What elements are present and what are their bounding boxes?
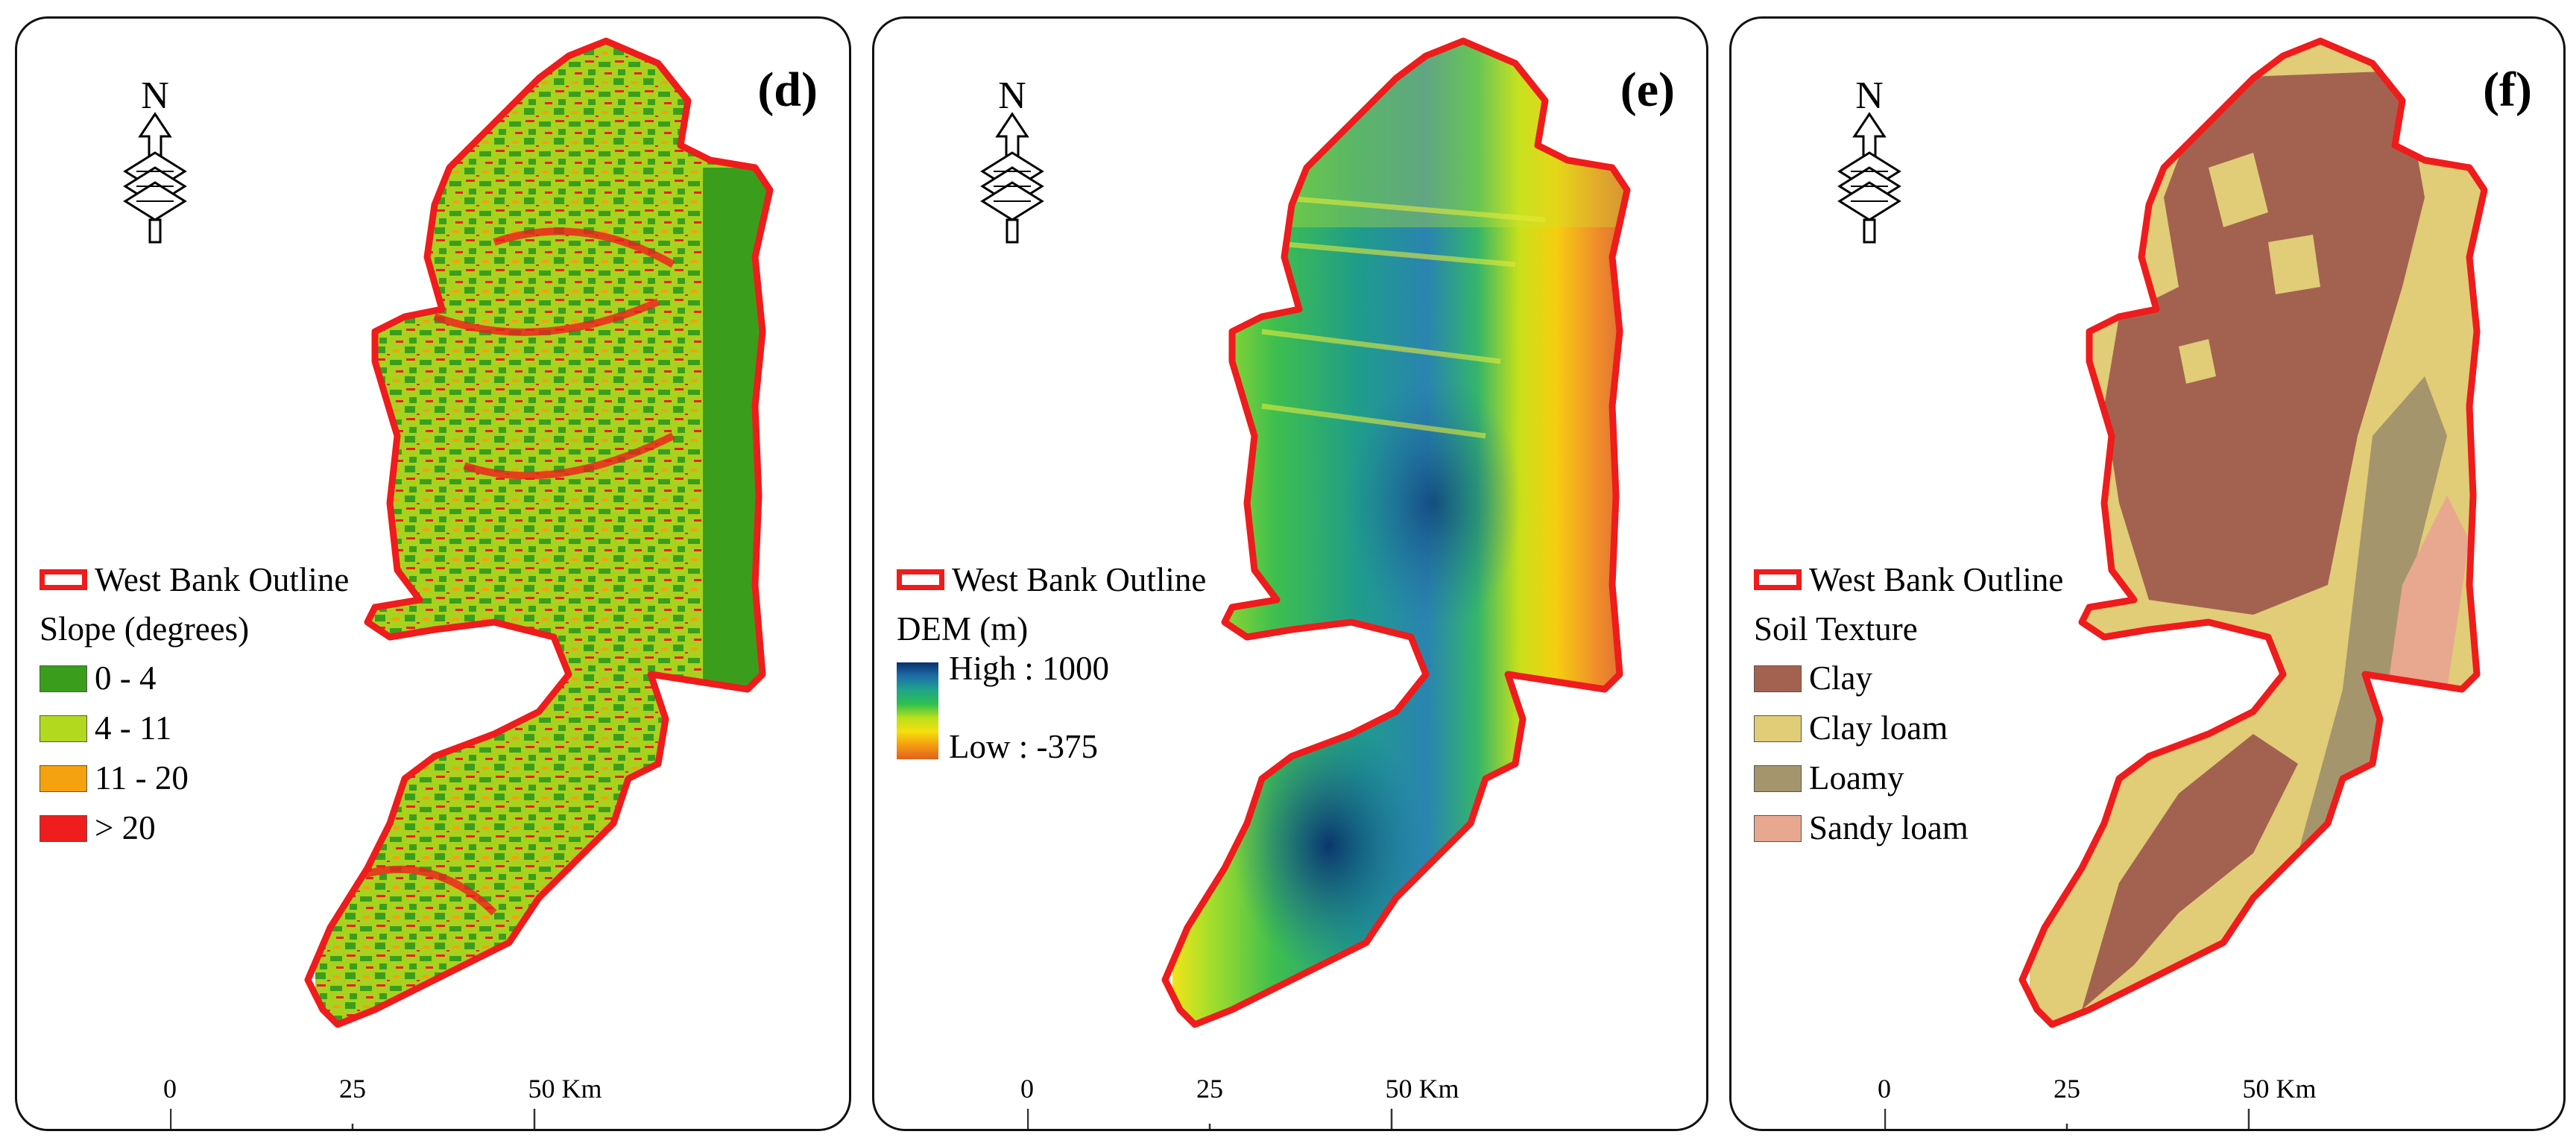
outline-label: West Bank Outline <box>952 560 1207 598</box>
legend-outline-entry: West Bank Outline <box>40 555 349 604</box>
swatch-icon <box>40 665 87 692</box>
scale-labels: 0 25 50 Km <box>1020 1073 1489 1104</box>
legend: West Bank Outline Soil Texture Clay Clay… <box>1754 555 2063 853</box>
legend-label: Loamy <box>1809 759 1904 797</box>
legend-item: 4 - 11 <box>40 703 349 753</box>
map-panel-dem: (e) West Bank Outline DEM (m) High : 100… <box>872 16 1708 1131</box>
map-panel-slope: (d) West Bank Outline Slope (degrees) 0 … <box>15 16 851 1131</box>
soil-map <box>1731 19 2563 1129</box>
swatch-icon <box>1754 764 1802 792</box>
color-ramp-legend: High : 1000 Low : -375 <box>897 652 1206 764</box>
scale-label-mid: 25 <box>1196 1074 1223 1104</box>
outline-label: West Bank Outline <box>95 560 350 598</box>
north-arrow-icon <box>124 73 186 244</box>
legend-item: Clay <box>1754 653 2063 703</box>
legend-outline-entry: West Bank Outline <box>897 555 1206 604</box>
legend-label: Sandy loam <box>1809 809 1969 846</box>
scale-label-mid: 25 <box>2053 1074 2080 1104</box>
legend: West Bank Outline DEM (m) High : 1000 Lo… <box>897 555 1206 764</box>
scale-bar: 0 25 50 Km <box>163 1073 602 1129</box>
ramp-low-label: Low : -375 <box>949 728 1098 765</box>
legend-item: Sandy loam <box>1754 803 2063 853</box>
ramp-labels: High : 1000 Low : -375 <box>949 652 1109 764</box>
legend-item: Loamy <box>1754 753 2063 803</box>
legend-outline-entry: West Bank Outline <box>1754 555 2063 604</box>
north-arrow-icon <box>981 73 1044 244</box>
legend-title: Soil Texture <box>1754 610 1918 648</box>
legend-label: Clay <box>1809 659 1872 697</box>
legend-label: Clay loam <box>1809 709 1948 747</box>
scale-labels: 0 25 50 Km <box>1878 1073 2346 1104</box>
legend-label: 11 - 20 <box>95 759 189 797</box>
scale-bar-line <box>170 1109 536 1129</box>
outline-swatch-icon <box>897 569 944 590</box>
legend-label: 4 - 11 <box>95 709 172 747</box>
scale-label-zero: 0 <box>1020 1074 1034 1104</box>
legend-item: Clay loam <box>1754 703 2063 753</box>
outline-swatch-icon <box>40 569 87 590</box>
map-panel-soil: (f) West Bank Outline Soil Texture Clay … <box>1729 16 2566 1131</box>
legend-label: > 20 <box>95 809 156 846</box>
dem-map <box>874 19 1706 1129</box>
scale-label-end: 50 Km <box>528 1074 602 1104</box>
scale-bar: 0 25 50 Km <box>1020 1073 1459 1129</box>
legend-label: 0 - 4 <box>95 659 157 697</box>
panel-letter: (f) <box>2483 63 2532 117</box>
scale-label-end: 50 Km <box>2242 1074 2317 1104</box>
swatch-icon <box>1754 814 1802 842</box>
legend: West Bank Outline Slope (degrees) 0 - 4 … <box>40 555 349 853</box>
scale-bar-line <box>1884 1109 2250 1129</box>
panel-letter: (d) <box>757 63 818 117</box>
outline-label: West Bank Outline <box>1809 560 2064 598</box>
swatch-icon <box>40 715 87 742</box>
legend-item: 0 - 4 <box>40 653 349 703</box>
scale-bar: 0 25 50 Km <box>1878 1073 2317 1129</box>
scale-labels: 0 25 50 Km <box>163 1073 632 1104</box>
scale-label-zero: 0 <box>163 1074 177 1104</box>
color-ramp-icon <box>897 662 938 759</box>
scale-label-mid: 25 <box>339 1074 366 1104</box>
scale-label-end: 50 Km <box>1385 1074 1459 1104</box>
outline-swatch-icon <box>1754 569 1802 590</box>
legend-title: DEM (m) <box>897 610 1029 648</box>
swatch-icon <box>1754 665 1802 692</box>
north-arrow-icon <box>1838 73 1901 244</box>
swatch-icon <box>40 814 87 842</box>
legend-item: > 20 <box>40 803 349 853</box>
legend-item: 11 - 20 <box>40 753 349 803</box>
swatch-icon <box>1754 715 1802 742</box>
ramp-high-label: High : 1000 <box>949 650 1110 687</box>
panel-letter: (e) <box>1620 63 1675 117</box>
swatch-icon <box>40 764 87 792</box>
scale-label-zero: 0 <box>1878 1074 1891 1104</box>
legend-title: Slope (degrees) <box>40 610 250 648</box>
scale-bar-line <box>1027 1109 1393 1129</box>
slope-map <box>17 19 849 1129</box>
